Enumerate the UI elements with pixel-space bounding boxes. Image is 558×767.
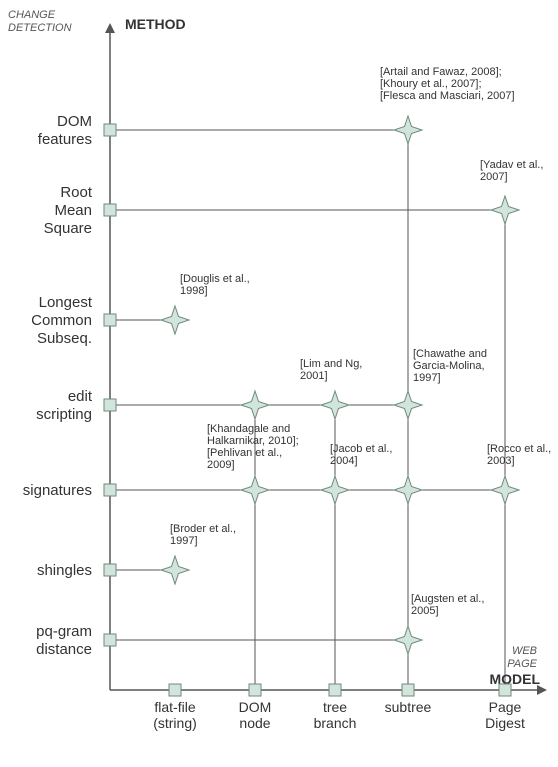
svg-text:[Jacob et al.,: [Jacob et al.,	[330, 443, 392, 455]
x-label-dom_node: DOM	[239, 699, 272, 715]
x-axis-label: MODEL	[489, 671, 540, 687]
x-tick-tree_branch	[329, 684, 341, 696]
svg-text:2007]: 2007]	[480, 171, 508, 183]
y-label-dom_features: features	[38, 131, 92, 148]
y-label-longest_common: Common	[31, 312, 92, 329]
y-tick-edit_scripting	[104, 399, 116, 411]
point-p_dom_subtree	[394, 116, 422, 144]
y-axis-label: METHOD	[125, 16, 186, 32]
svg-text:2001]: 2001]	[300, 370, 328, 382]
point-p_sig_dom	[241, 476, 269, 504]
x-label-flat_file: (string)	[153, 715, 197, 731]
svg-text:[Augsten et al.,: [Augsten et al.,	[411, 593, 484, 605]
svg-text:[Artail and Fawaz, 2008];: [Artail and Fawaz, 2008];	[380, 66, 502, 78]
corner-web-page: WEB	[512, 645, 537, 657]
point-p_edit_tree	[321, 391, 349, 419]
svg-text:[Flesca and Masciari, 2007]: [Flesca and Masciari, 2007]	[380, 90, 515, 102]
y-label-longest_common: Longest	[39, 294, 93, 311]
svg-text:1997]: 1997]	[170, 535, 198, 547]
annotation-p_sig_tree: [Jacob et al.,2004]	[330, 443, 392, 467]
svg-text:1997]: 1997]	[413, 372, 441, 384]
point-p_sig_subtree	[394, 476, 422, 504]
point-p_shingles_flat	[161, 556, 189, 584]
svg-text:2009]: 2009]	[207, 459, 235, 471]
point-p_sig_page	[491, 476, 519, 504]
annotation-p_dom_subtree: [Artail and Fawaz, 2008];[Khoury et al.,…	[380, 66, 515, 102]
svg-text:Halkarnikar, 2010];: Halkarnikar, 2010];	[207, 435, 299, 447]
y-label-pq_gram: pq-gram	[36, 623, 92, 640]
y-tick-shingles	[104, 564, 116, 576]
point-p_rms_page	[491, 196, 519, 224]
x-tick-subtree	[402, 684, 414, 696]
y-label-longest_common: Subseq.	[37, 330, 92, 347]
y-label-dom_features: DOM	[57, 113, 92, 130]
svg-text:[Broder et al.,: [Broder et al.,	[170, 523, 236, 535]
annotation-p_pq_subtree: [Augsten et al.,2005]	[411, 593, 484, 617]
y-label-shingles: shingles	[37, 562, 92, 579]
svg-text:[Chawathe and: [Chawathe and	[413, 348, 487, 360]
y-tick-signatures	[104, 484, 116, 496]
x-tick-dom_node	[249, 684, 261, 696]
svg-text:[Lim and Ng,: [Lim and Ng,	[300, 358, 362, 370]
y-tick-dom_features	[104, 124, 116, 136]
svg-text:Garcia-Molina,: Garcia-Molina,	[413, 360, 485, 372]
y-tick-pq_gram	[104, 634, 116, 646]
x-label-page_digest: Digest	[485, 715, 525, 731]
svg-text:2004]: 2004]	[330, 455, 358, 467]
y-label-edit_scripting: edit	[68, 388, 93, 405]
svg-text:[Douglis et al.,: [Douglis et al.,	[180, 273, 250, 285]
x-label-page_digest: Page	[489, 699, 522, 715]
y-label-root_mean_sq: Root	[60, 184, 93, 201]
point-p_edit_dom	[241, 391, 269, 419]
svg-text:2003]: 2003]	[487, 455, 515, 467]
x-label-subtree: subtree	[385, 699, 432, 715]
corner-change-detection: CHANGE	[8, 9, 56, 21]
annotation-p_rms_page: [Yadav et al.,2007]	[480, 159, 543, 183]
svg-text:[Khandagale and: [Khandagale and	[207, 423, 290, 435]
annotation-p_sig_page: [Rocco et al.,2003]	[487, 443, 551, 467]
x-label-flat_file: flat-file	[154, 699, 195, 715]
svg-text:2005]: 2005]	[411, 605, 439, 617]
point-p_pq_subtree	[394, 626, 422, 654]
svg-text:1998]: 1998]	[180, 285, 208, 297]
method-model-scatter: METHODMODELCHANGEDETECTIONWEBPAGEDOMfeat…	[0, 0, 558, 767]
annotation-p_edit_subtree: [Chawathe andGarcia-Molina,1997]	[413, 348, 487, 384]
point-p_edit_subtree	[394, 391, 422, 419]
y-label-edit_scripting: scripting	[36, 406, 92, 423]
y-label-signatures: signatures	[23, 482, 92, 499]
y-label-pq_gram: distance	[36, 641, 92, 658]
y-tick-root_mean_sq	[104, 204, 116, 216]
annotation-p_lcs_flat: [Douglis et al.,1998]	[180, 273, 250, 297]
corner-web-page: PAGE	[507, 658, 537, 670]
point-p_sig_tree	[321, 476, 349, 504]
x-tick-page_digest	[499, 684, 511, 696]
point-p_lcs_flat	[161, 306, 189, 334]
y-tick-longest_common	[104, 314, 116, 326]
annotation-p_shingles_flat: [Broder et al.,1997]	[170, 523, 236, 547]
svg-text:[Yadav et al.,: [Yadav et al.,	[480, 159, 543, 171]
annotation-p_sig_dom: [Khandagale andHalkarnikar, 2010];[Pehli…	[207, 423, 299, 471]
x-label-dom_node: node	[239, 715, 270, 731]
x-tick-flat_file	[169, 684, 181, 696]
annotation-p_edit_tree: [Lim and Ng,2001]	[300, 358, 362, 382]
x-label-tree_branch: branch	[314, 715, 357, 731]
y-label-root_mean_sq: Square	[44, 220, 92, 237]
y-axis-arrow	[105, 23, 115, 33]
svg-text:[Pehlivan et al.,: [Pehlivan et al.,	[207, 447, 282, 459]
x-label-tree_branch: tree	[323, 699, 347, 715]
corner-change-detection: DETECTION	[8, 22, 72, 34]
svg-text:[Rocco et al.,: [Rocco et al.,	[487, 443, 551, 455]
svg-text:[Khoury et al., 2007];: [Khoury et al., 2007];	[380, 78, 482, 90]
y-label-root_mean_sq: Mean	[54, 202, 92, 219]
